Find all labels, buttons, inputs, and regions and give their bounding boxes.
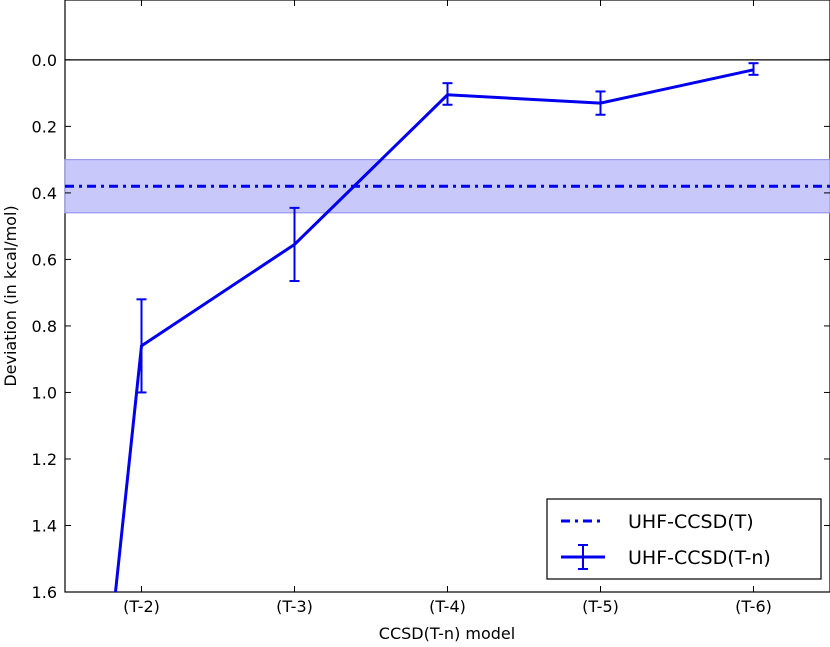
legend-label-reference: UHF-CCSD(T) <box>628 511 754 533</box>
error-bar <box>748 62 759 76</box>
legend-box <box>546 498 822 580</box>
legend-label-series: UHF-CCSD(T-n) <box>628 547 771 569</box>
plot-area: 0.0 0.2 0.4 0.6 0.8 1.0 1.2 1.4 1.6 (T-2) (T-3) (T-… <box>32 0 830 616</box>
y-tick-label: 0.8 <box>32 317 57 336</box>
legend-swatch-series <box>561 544 605 570</box>
error-bar <box>595 90 606 116</box>
ticks-layer: 0.0 0.2 0.4 0.6 0.8 1.0 1.2 1.4 1.6 (T-2) (T-3) (T-… <box>32 0 830 616</box>
lines-layer <box>65 59 830 593</box>
y-axis-label: Deviation (in kcal/mol) <box>1 205 20 386</box>
x-tick-label: (T-5) <box>582 597 619 616</box>
y-tick-label: 0.4 <box>32 184 57 203</box>
y-tick-label: 1.6 <box>32 583 57 602</box>
y-tick-label: 0.0 <box>32 51 57 70</box>
error-bar <box>442 82 453 106</box>
y-tick-label: 1.0 <box>32 383 57 402</box>
y-tick-label: 0.2 <box>32 117 57 136</box>
y-tick-label: 0.6 <box>32 250 57 269</box>
series-line <box>113 68 754 593</box>
y-tick-label: 1.2 <box>32 450 57 469</box>
x-tick-label: (T-6) <box>735 597 772 616</box>
legend: UHF-CCSD(T) UHF-CCSD(T-n) <box>546 498 822 580</box>
x-tick-label: (T-3) <box>276 597 313 616</box>
x-tick-label: (T-4) <box>429 597 466 616</box>
x-axis-label: CCSD(T-n) model <box>379 624 515 643</box>
y-tick-label: 1.4 <box>32 516 57 535</box>
error-bar <box>289 206 300 283</box>
error-bar <box>136 298 147 394</box>
x-tick-label: (T-2) <box>123 597 160 616</box>
